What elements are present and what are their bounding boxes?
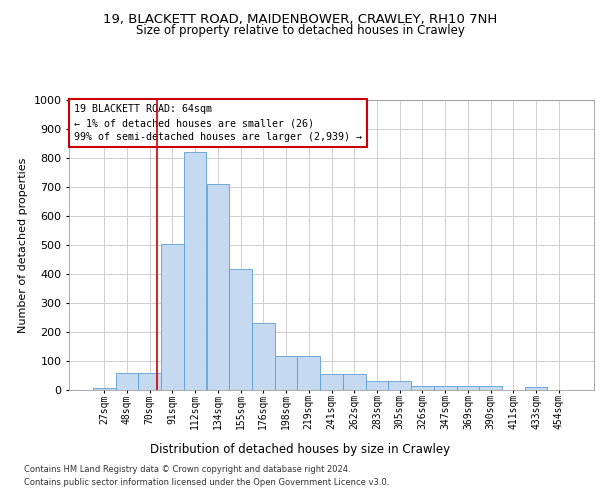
Text: Size of property relative to detached houses in Crawley: Size of property relative to detached ho…	[136, 24, 464, 37]
Bar	[184, 152, 206, 390]
Bar	[411, 386, 434, 390]
Text: 19 BLACKETT ROAD: 64sqm
← 1% of detached houses are smaller (26)
99% of semi-det: 19 BLACKETT ROAD: 64sqm ← 1% of detached…	[74, 104, 362, 142]
Bar	[298, 356, 320, 390]
Bar	[434, 386, 457, 390]
Bar	[320, 374, 343, 390]
Bar	[229, 269, 252, 390]
Bar	[388, 380, 411, 390]
Bar	[139, 374, 161, 390]
Bar	[457, 386, 479, 390]
Text: Contains HM Land Registry data © Crown copyright and database right 2024.: Contains HM Land Registry data © Crown c…	[24, 466, 350, 474]
Bar	[479, 386, 502, 390]
Text: 19, BLACKETT ROAD, MAIDENBOWER, CRAWLEY, RH10 7NH: 19, BLACKETT ROAD, MAIDENBOWER, CRAWLEY,…	[103, 12, 497, 26]
Bar	[343, 374, 365, 390]
Bar	[524, 387, 547, 390]
Bar	[93, 388, 116, 390]
Bar	[206, 184, 229, 390]
Y-axis label: Number of detached properties: Number of detached properties	[18, 158, 28, 332]
Bar	[252, 324, 275, 390]
Bar	[275, 356, 298, 390]
Bar	[161, 244, 184, 390]
Text: Distribution of detached houses by size in Crawley: Distribution of detached houses by size …	[150, 442, 450, 456]
Text: Contains public sector information licensed under the Open Government Licence v3: Contains public sector information licen…	[24, 478, 389, 487]
Bar	[116, 374, 139, 390]
Bar	[365, 380, 388, 390]
